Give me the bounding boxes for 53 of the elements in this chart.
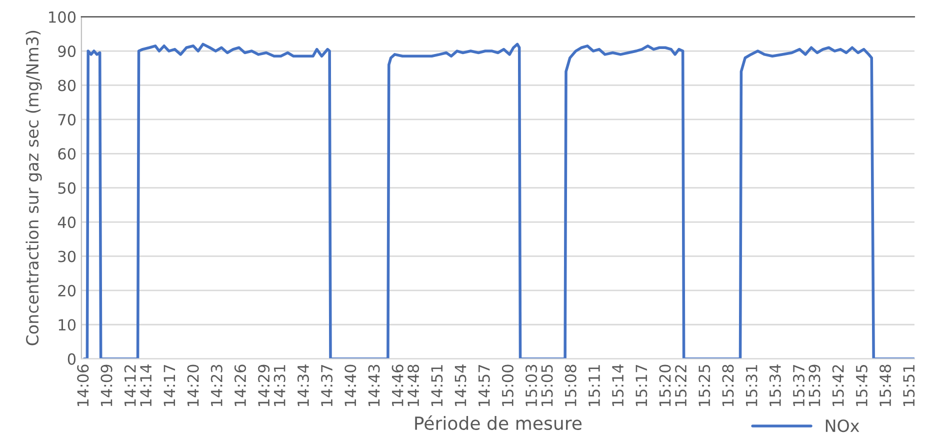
y-tick-label: 0 xyxy=(68,353,76,365)
y-tick-label: 80 xyxy=(58,80,76,92)
y-tick-label: 40 xyxy=(58,216,76,228)
x-tick-label: 15:14 xyxy=(612,364,624,406)
x-tick-label: 15:20 xyxy=(659,364,671,406)
y-tick-label: 30 xyxy=(58,250,76,262)
x-tick-label: 15:39 xyxy=(808,364,820,406)
line-series xyxy=(82,42,914,359)
x-tick-label: 14:14 xyxy=(140,364,152,406)
x-tick-label: 15:31 xyxy=(746,365,758,406)
y-tick-label: 70 xyxy=(58,114,76,126)
x-tick-label: 15:37 xyxy=(792,364,805,406)
x-tick-label: 14:46 xyxy=(392,364,404,406)
x-tick-label: 14:20 xyxy=(187,364,199,406)
x-tick-label: 14:12 xyxy=(124,365,136,406)
x-tick-label: 14:51 xyxy=(431,365,443,406)
x-tick-label: 15:22 xyxy=(674,365,687,406)
x-tick-label: 14:17 xyxy=(164,364,175,406)
x-tick-label: 15:03 xyxy=(526,364,538,406)
x-tick-label: 15:48 xyxy=(880,364,892,406)
x-tick-label: 14:23 xyxy=(210,364,222,406)
x-tick-label: 15:17 xyxy=(636,364,648,406)
legend-label: NOx xyxy=(826,419,860,432)
y-axis-title: Concentraction sur gaz sec (mg/Nm3) xyxy=(26,30,42,346)
y-tick-label: 100 xyxy=(49,11,76,23)
x-tick-label: 15:34 xyxy=(769,364,781,406)
x-tick-label: 14:31 xyxy=(274,365,286,406)
x-tick-label: 15:51 xyxy=(903,365,915,406)
y-tick-label: 50 xyxy=(58,182,76,194)
y-tick-label: 60 xyxy=(58,148,76,160)
x-tick-label: 14:37 xyxy=(321,364,333,406)
x-tick-label: 14:09 xyxy=(100,364,112,406)
x-tick-label: 14:26 xyxy=(234,364,246,406)
x-tick-label: 15:28 xyxy=(722,364,734,406)
y-tick-label: 10 xyxy=(58,319,76,331)
x-tick-label: 15:05 xyxy=(541,365,553,406)
y-tick-label: 90 xyxy=(58,46,76,58)
x-tick-label: 15:11 xyxy=(588,365,600,406)
x-tick-label: 14:43 xyxy=(368,364,380,406)
x-tick-label: 15:00 xyxy=(502,364,514,406)
x-tick-label: 14:34 xyxy=(297,364,309,406)
x-tick-label: 15:42 xyxy=(832,365,844,406)
x-tick-label: 15:08 xyxy=(564,364,576,406)
x-axis-title: Période de mesure xyxy=(415,415,582,430)
x-tick-label: 14:40 xyxy=(344,364,356,406)
x-tick-label: 14:29 xyxy=(258,364,270,406)
x-tick-label: 14:06 xyxy=(77,364,89,406)
x-tick-label: 14:54 xyxy=(454,364,466,406)
x-tick-label: 14:57 xyxy=(478,364,490,406)
y-tick-label: 20 xyxy=(58,284,76,296)
x-tick-label: 14:48 xyxy=(408,364,420,406)
x-tick-label: 15:45 xyxy=(856,365,868,406)
x-tick-label: 15:25 xyxy=(698,365,710,406)
